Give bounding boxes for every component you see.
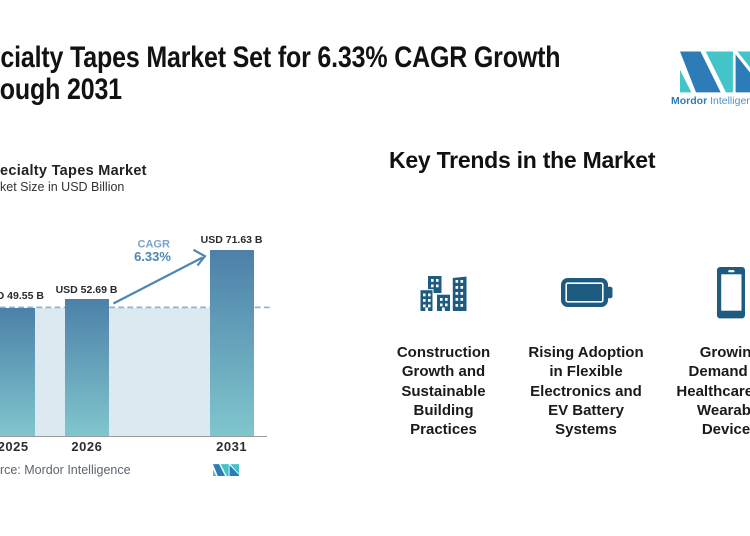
- svg-text:6.33%: 6.33%: [134, 249, 171, 264]
- svg-text:CAGR: CAGR: [138, 240, 170, 251]
